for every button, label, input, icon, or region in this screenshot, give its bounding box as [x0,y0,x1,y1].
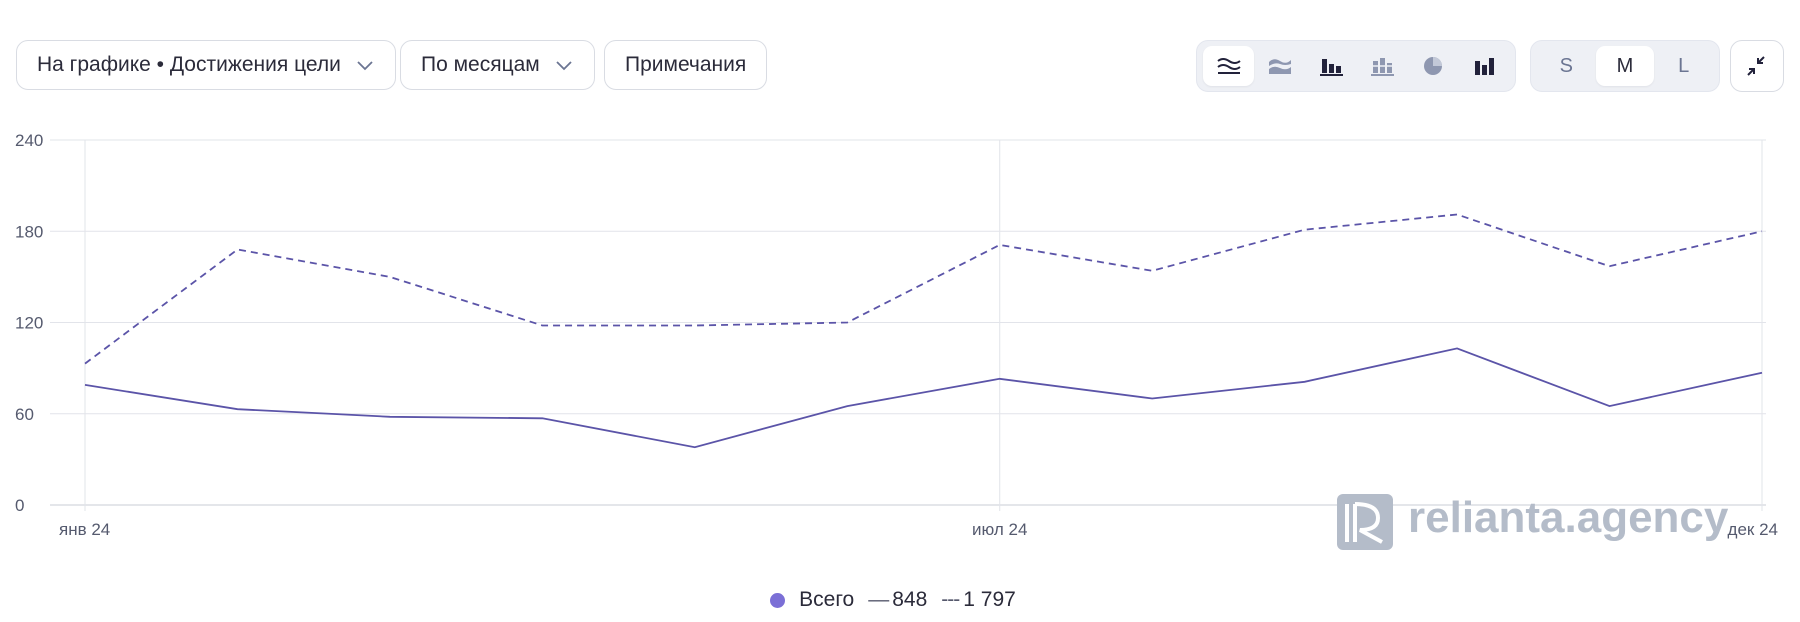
chart-type-lines[interactable] [1203,46,1254,86]
line-chart: 0 60 120 180 240 янв 24 июл 24 дек 24 relianta… [15,131,1778,550]
y-tick-label: 120 [15,314,43,333]
collapse-icon [1747,56,1765,76]
bar-icon [1319,59,1343,76]
legend-dashed-mark: --- [941,588,960,611]
column-icon [1474,58,1494,75]
size-switcher: S M L [1530,40,1720,92]
notes-label: Примечания [625,53,747,76]
series [84,213,1763,449]
y-tick-label: 0 [15,496,24,515]
chevron-down-icon [556,61,572,71]
watermark-logo-icon [1337,494,1393,550]
chart-type-bar[interactable] [1305,46,1356,86]
legend: Всего — 848 --- 1 797 [0,588,1800,612]
chart-type-switcher [1196,40,1516,92]
collapse-button[interactable] [1730,40,1784,92]
series-line-solid[interactable] [84,347,1763,449]
y-tick-label: 60 [15,405,34,424]
size-s-button[interactable]: S [1559,54,1573,77]
legend-dot [770,592,786,608]
x-tick-label: июл 24 [972,520,1027,539]
chart-type-stacked-bar[interactable] [1356,46,1407,86]
pie-icon [1423,57,1442,75]
size-l-button[interactable]: L [1678,54,1690,77]
grouping-dropdown[interactable]: По месяцам [400,40,595,90]
chart-type-pie[interactable] [1407,46,1458,86]
legend-label[interactable]: Всего [799,588,855,611]
y-axis-ticks: 0 60 120 180 240 [15,131,43,515]
chart-target-dropdown[interactable]: На графике • Достижения цели [16,40,396,90]
x-tick-label: янв 24 [59,520,110,539]
watermark-text: relianta.agency [1408,493,1729,542]
series-line-dashed[interactable] [84,213,1763,365]
notes-button[interactable]: Примечания [604,40,768,90]
x-tick-label: дек 24 [1728,520,1778,539]
legend-dashed-total: 1 797 [963,588,1016,611]
stacked-area-icon [1268,59,1291,74]
grouping-label: По месяцам [421,53,540,76]
lines-icon [1216,58,1241,74]
chart-type-stacked-area[interactable] [1254,46,1305,86]
toolbar: На графике • Достижения цели По месяцам … [16,40,1784,92]
chart-target-label: На графике • Достижения цели [37,53,341,76]
legend-solid-mark: — [868,588,889,611]
legend-solid-total: 848 [892,588,928,611]
grid [50,139,1766,511]
y-tick-label: 180 [15,222,43,241]
x-axis-ticks: янв 24 июл 24 дек 24 [59,520,1778,539]
chart-type-column[interactable] [1458,46,1509,86]
chevron-down-icon [357,61,373,71]
watermark: relianta.agency [1337,493,1729,550]
size-m-button[interactable]: M [1595,46,1655,86]
stacked-bar-icon [1370,58,1394,76]
y-tick-label: 240 [15,131,43,150]
